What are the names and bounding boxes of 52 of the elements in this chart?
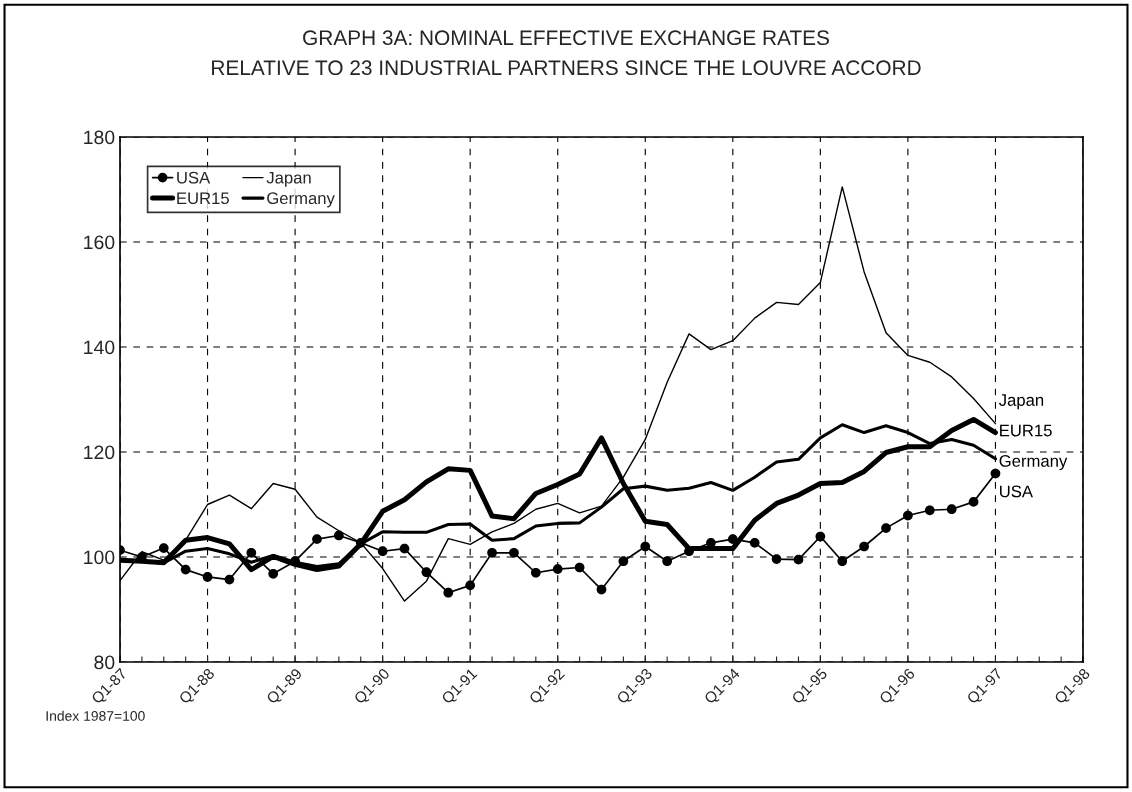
legend-label: EUR15 bbox=[177, 192, 229, 205]
point bbox=[727, 534, 738, 545]
point bbox=[552, 564, 563, 574]
point bbox=[793, 554, 804, 565]
y-tick-label: 100 bbox=[84, 550, 115, 565]
point bbox=[815, 531, 826, 542]
point bbox=[224, 574, 235, 585]
text: EUR15 bbox=[1000, 424, 1052, 437]
point bbox=[355, 537, 366, 548]
y-tick-label: 160 bbox=[84, 235, 115, 250]
point bbox=[443, 587, 454, 598]
point bbox=[312, 534, 322, 545]
point bbox=[530, 567, 541, 578]
point bbox=[574, 562, 585, 573]
point bbox=[202, 572, 213, 582]
point bbox=[377, 546, 388, 557]
point bbox=[596, 584, 607, 595]
chart-title: GRAPH 3A: NOMINAL EFFECTIVE EXCHANGE RATES RELATIVE TO 23 INDUSTRIAL PARTNERS SINCE THE LOUVRE ACCORD bbox=[212, 30, 921, 76]
point bbox=[771, 554, 782, 564]
point bbox=[399, 543, 410, 554]
legend-label: Japan bbox=[266, 171, 311, 187]
point bbox=[859, 541, 869, 552]
legend-label: Germany bbox=[267, 192, 335, 208]
point bbox=[268, 568, 279, 579]
y-tick-label: 140 bbox=[84, 340, 115, 355]
y-tick-label: 120 bbox=[84, 445, 115, 460]
point bbox=[618, 556, 629, 567]
point bbox=[640, 541, 651, 552]
point bbox=[924, 505, 935, 516]
text: Japan bbox=[999, 394, 1044, 410]
point bbox=[158, 543, 169, 553]
point bbox=[487, 547, 497, 558]
point bbox=[903, 510, 913, 521]
point bbox=[968, 497, 979, 507]
point bbox=[180, 564, 191, 575]
point bbox=[946, 504, 957, 515]
text: Germany bbox=[999, 455, 1068, 471]
point bbox=[881, 523, 891, 533]
text: USA bbox=[1000, 485, 1033, 498]
point bbox=[662, 556, 673, 567]
point bbox=[509, 547, 519, 558]
point bbox=[334, 530, 344, 541]
point bbox=[421, 567, 432, 578]
legend-label: USA bbox=[177, 171, 211, 184]
text: Index 1987=100 bbox=[46, 710, 145, 721]
y-tick-label: 80 bbox=[94, 655, 115, 670]
point bbox=[749, 537, 760, 548]
point bbox=[465, 580, 476, 591]
point bbox=[990, 468, 1001, 479]
y-tick-label: 180 bbox=[84, 130, 115, 145]
point bbox=[246, 547, 257, 558]
point bbox=[837, 556, 848, 567]
